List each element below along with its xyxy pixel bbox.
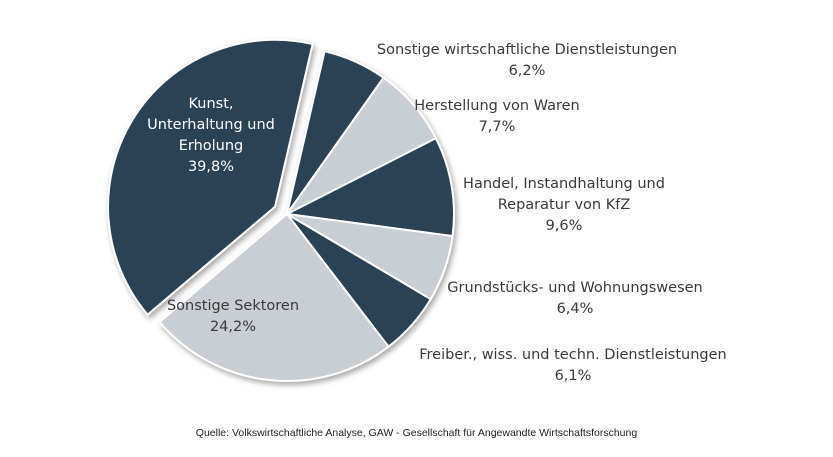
slice-name-label: Grundstücks- und Wohnungswesen bbox=[447, 280, 703, 296]
slice-name-label: Sonstige Sektoren bbox=[166, 298, 300, 314]
slice-label: Kunst, Unterhaltung und Erholung 39,8% bbox=[147, 94, 275, 178]
slice-name-label: Kunst, bbox=[188, 96, 234, 112]
slice-value-label: 39,8% bbox=[187, 159, 235, 175]
slice-label: Herstellung von Waren 7,7% bbox=[414, 96, 580, 138]
pie-slice bbox=[283, 136, 455, 238]
pie-slice bbox=[158, 212, 390, 382]
slice-value-label: 6,1% bbox=[554, 368, 592, 384]
slice-label: Sonstige wirtschaftliche Dienstleistunge… bbox=[377, 40, 677, 82]
pie-slice bbox=[107, 38, 314, 317]
slice-name-label: Sonstige wirtschaftliche Dienstleistunge… bbox=[376, 42, 678, 58]
slice-name-label: Handel, Instandhaltung und bbox=[463, 176, 665, 192]
slice-name-label: Herstellung von Waren bbox=[414, 98, 580, 114]
slice-label: Freiber., wiss. und techn. Dienstleistun… bbox=[419, 345, 727, 387]
source-note: Quelle: Volkswirtschaftliche Analyse, GA… bbox=[195, 427, 638, 439]
slice-name-label: Unterhaltung und bbox=[147, 117, 275, 133]
slice-value-label: 7,7% bbox=[478, 119, 516, 135]
slice-label: Sonstige Sektoren 24,2% bbox=[167, 296, 299, 338]
slice-value-label: 6,2% bbox=[508, 63, 546, 79]
slice-label: Grundstücks- und Wohnungswesen 6,4% bbox=[447, 278, 703, 320]
slice-name-label: Freiber., wiss. und techn. Dienstleistun… bbox=[419, 347, 727, 363]
slice-value-label: 24,2% bbox=[209, 319, 257, 335]
slice-name-label: Erholung bbox=[178, 138, 244, 154]
slice-name-label: Reparatur von KfZ bbox=[497, 197, 631, 213]
slice-label: Handel, Instandhaltung und Reparatur von … bbox=[463, 174, 665, 237]
slice-value-label: 9,6% bbox=[545, 218, 583, 234]
slice-value-label: 6,4% bbox=[556, 301, 594, 317]
